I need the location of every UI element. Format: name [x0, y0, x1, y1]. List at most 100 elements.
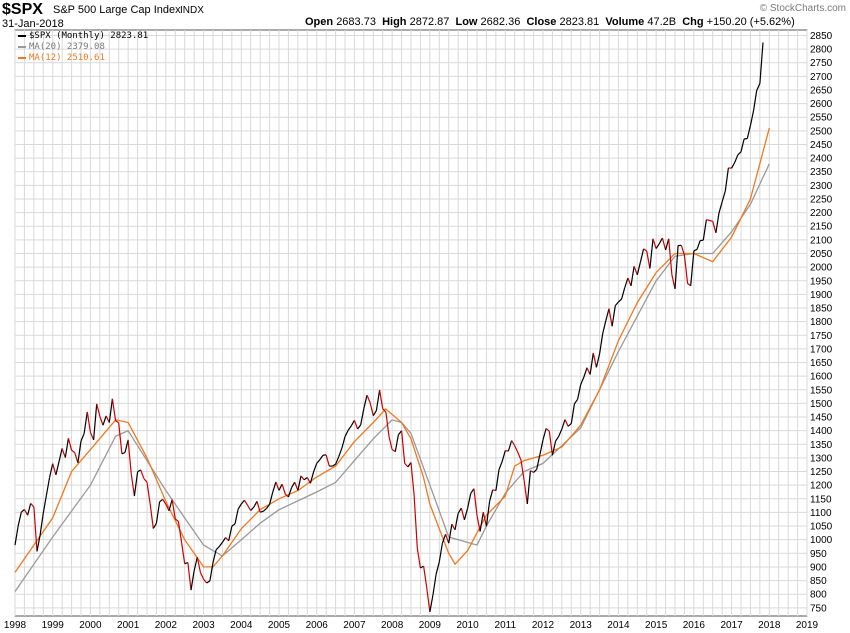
- x-tick-label: 2011: [495, 620, 517, 631]
- spx-segment: [344, 430, 349, 437]
- spx-segment: [363, 395, 368, 409]
- y-tick-label: 1950: [810, 276, 833, 287]
- spx-segment: [564, 419, 569, 427]
- x-tick-label: 2016: [683, 620, 706, 631]
- spx-segment: [193, 556, 198, 572]
- spx-segment: [744, 137, 748, 140]
- spx-segment: [759, 42, 764, 84]
- spx-segment: [357, 424, 362, 430]
- x-tick-label: 2013: [570, 620, 593, 631]
- legend-ma12: MA(12) 2510.61: [18, 53, 105, 63]
- spx-segment: [753, 90, 758, 111]
- y-tick-label: 2150: [810, 222, 833, 233]
- x-tick-label: 2005: [268, 620, 291, 631]
- x-tick-label: 1998: [4, 620, 27, 631]
- spx-segment: [369, 402, 374, 416]
- spx-segment: [573, 398, 579, 405]
- spx-segment: [338, 447, 343, 458]
- spx-segment: [633, 266, 638, 276]
- y-tick-label: 1450: [810, 413, 833, 424]
- spx-segment: [181, 542, 186, 564]
- x-tick-label: 2001: [117, 620, 140, 631]
- spx-segment: [639, 248, 645, 263]
- spx-segment: [548, 431, 553, 456]
- spx-segment: [319, 454, 324, 460]
- spx-segment: [149, 503, 154, 529]
- y-tick-label: 2050: [810, 249, 833, 260]
- spx-segment: [451, 523, 456, 531]
- spx-segment: [482, 512, 487, 527]
- spx-segment: [20, 508, 25, 513]
- x-tick-label: 2012: [532, 620, 555, 631]
- spx-segment: [58, 448, 63, 462]
- chg-value: +150.20 (+5.62%): [706, 16, 795, 28]
- volume-value: 47.2B: [647, 16, 677, 28]
- spx-segment: [699, 239, 704, 242]
- spx-segment: [143, 478, 148, 483]
- spx-segment: [297, 475, 302, 491]
- spx-segment: [605, 308, 610, 321]
- y-tick-label: 1000: [810, 535, 833, 546]
- y-tick-label: 1550: [810, 385, 833, 396]
- spx-segment: [448, 524, 453, 544]
- spx-segment: [240, 499, 245, 505]
- spx-segment: [614, 301, 619, 306]
- spx-segment: [199, 572, 205, 580]
- y-tick-label: 1850: [810, 304, 833, 315]
- spx-segment: [416, 548, 421, 569]
- spx-segment: [133, 471, 139, 497]
- x-axis-labels: 1998 1999 2000 2001 2002 2003 2004 2005 2006 2007…: [4, 620, 819, 631]
- spx-segment: [39, 512, 44, 536]
- spx-segment: [281, 483, 286, 495]
- spx-segment: [36, 534, 41, 552]
- spx-segment: [533, 468, 538, 473]
- spx-segment: [621, 287, 626, 300]
- spx-segment: [243, 499, 249, 506]
- spx-segment: [118, 422, 123, 454]
- spx-segment: [360, 408, 365, 426]
- spx-segment: [215, 546, 220, 551]
- x-tick-label: 2015: [645, 620, 668, 631]
- spx-segment: [93, 403, 98, 440]
- spx-segment: [724, 167, 729, 192]
- spx-segment: [561, 419, 566, 430]
- quote-date: 31-Jan-2018: [2, 18, 64, 30]
- spx-segment: [438, 543, 443, 562]
- spx-segment: [749, 110, 755, 126]
- brand-watermark: © StockCharts.com: [759, 3, 846, 14]
- spx-segment: [49, 463, 54, 478]
- exchange: INDX: [180, 5, 204, 16]
- spx-segment: [294, 481, 299, 491]
- chg-label: Chg: [682, 16, 704, 28]
- x-tick-label: 1999: [42, 620, 65, 631]
- spx-segment: [74, 452, 79, 463]
- legend-label-ma20: MA(20) 2379.08: [29, 42, 105, 52]
- spx-segment: [643, 248, 648, 252]
- high-label: High: [382, 16, 407, 28]
- spx-segment: [77, 440, 82, 463]
- spx-segment: [680, 245, 685, 256]
- spx-segment: [441, 533, 447, 544]
- spx-segment: [706, 219, 710, 222]
- spx-segment: [426, 587, 431, 612]
- spx-segment: [463, 508, 469, 520]
- spx-segment: [476, 515, 481, 532]
- y-tick-label: 1300: [810, 453, 833, 464]
- spx-segment: [366, 394, 371, 403]
- spx-segment: [608, 308, 613, 327]
- spx-segment: [517, 452, 522, 461]
- spx-segment: [353, 420, 359, 430]
- y-tick-label: 2100: [810, 235, 833, 246]
- y-tick-label: 2300: [810, 181, 833, 192]
- y-tick-label: 2000: [810, 263, 833, 274]
- spx-segment: [284, 493, 289, 498]
- y-tick-label: 1800: [810, 317, 833, 328]
- spx-segment: [746, 125, 751, 139]
- spx-segment: [33, 506, 38, 552]
- y-tick-label: 2750: [810, 58, 833, 69]
- spx-segment: [52, 463, 57, 475]
- spx-segment: [646, 250, 651, 269]
- spx-segment: [470, 488, 475, 494]
- spx-segment: [17, 512, 22, 527]
- y-tick-label: 2550: [810, 113, 833, 124]
